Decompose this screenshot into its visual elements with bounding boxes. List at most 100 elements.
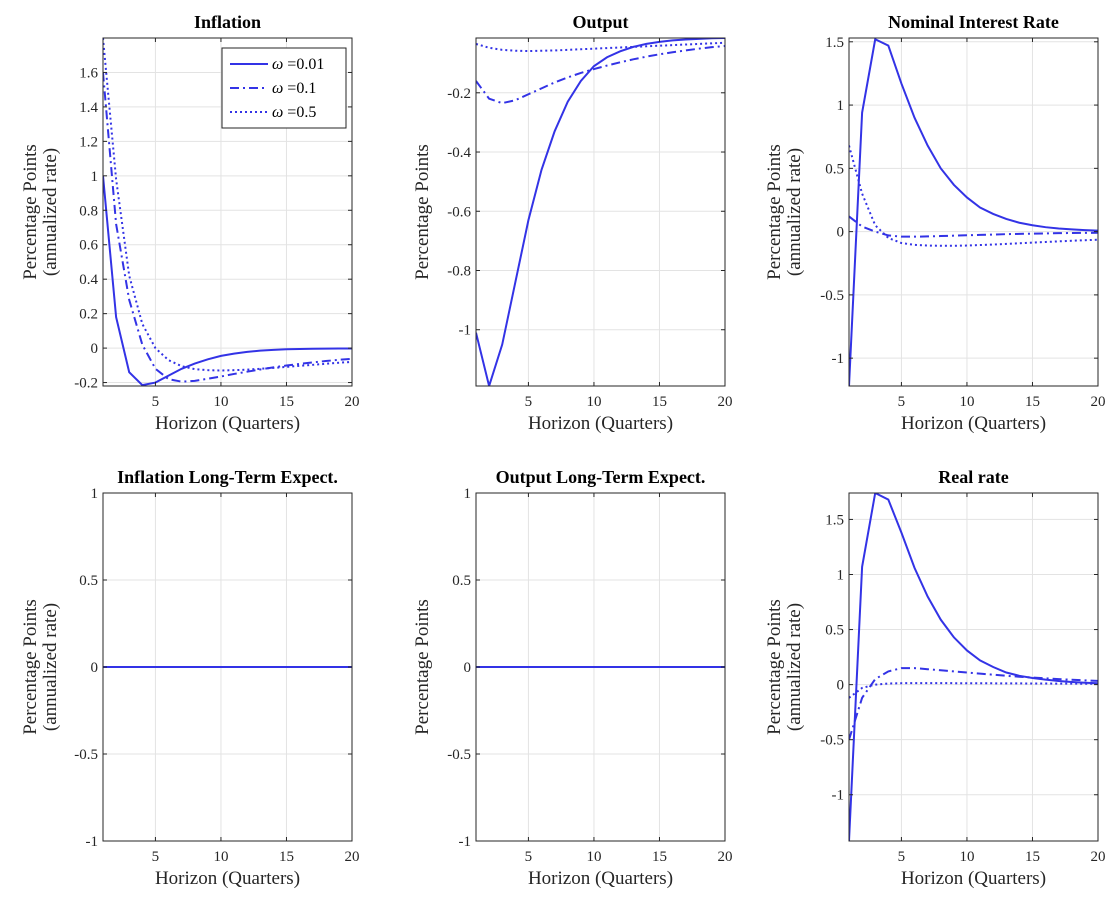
x-tick-label: 20 [1091,394,1106,410]
panel-title: Inflation [194,12,261,32]
y-tick-label: 0.5 [452,573,471,589]
y-tick-label: 1.4 [79,100,98,116]
y-tick-label: 0 [837,225,845,241]
series-line-solid [103,175,352,386]
x-tick-label: 15 [279,394,294,410]
y-axis-label: Percentage Points [764,599,785,735]
y-axis-label: Percentage Points [412,599,433,735]
legend: ω =0.01 ω =0.1 ω =0.5 [221,47,347,129]
panel-title: Real rate [938,467,1008,487]
x-tick-label: 5 [525,849,533,865]
y-axis-label: (annualized rate) [40,148,61,276]
series-line-dotted [849,682,1098,699]
y-axis-label: (annualized rate) [40,603,61,731]
y-tick-label: -0.4 [447,145,471,161]
x-tick-label: 15 [652,394,667,410]
series-line-dotted [849,145,1098,247]
panel-title: Nominal Interest Rate [888,12,1059,32]
x-tick-label: 15 [652,849,667,865]
axes-box [102,37,353,387]
series-line-dashdot [476,45,725,105]
y-tick-label: -0.2 [447,86,471,102]
x-tick-label: 5 [152,849,160,865]
x-tick-label: 5 [152,394,160,410]
y-tick-label: -1 [459,834,472,850]
panel-title: Inflation Long-Term Expect. [117,467,338,487]
y-tick-label: 1 [464,486,472,502]
series-line-dashdot [103,72,352,383]
x-tick-label: 15 [1025,394,1040,410]
x-tick-label: 10 [586,849,601,865]
y-tick-label: 0.4 [79,272,98,288]
y-tick-label: -0.5 [820,288,844,304]
y-tick-label: 1.5 [825,512,844,528]
y-tick-label: 1 [91,169,99,185]
y-tick-label: -1 [832,351,845,367]
series-line-dashdot [849,215,1098,238]
x-tick-label: 10 [213,849,228,865]
y-tick-label: 0 [837,678,845,694]
y-axis-label: (annualized rate) [784,603,805,731]
series-line-solid [849,38,1098,386]
x-tick-label: 10 [959,394,974,410]
axes-box [848,492,1099,842]
x-axis-label: Horizon (Quarters) [901,413,1046,434]
y-tick-label: 0 [91,341,99,357]
panel-5: 5 10 15 20 -1 -0.5 0 0.5 1 Output Long-Term Expec… [412,467,733,889]
y-tick-label: -0.5 [74,747,98,763]
y-tick-label: -1 [86,834,99,850]
panel-3: 5 10 15 20 -1 -0.5 0 0.5 1 1.5 Nominal Interest Ra… [764,12,1106,434]
legend-box [221,47,347,129]
y-tick-label: -1 [459,323,472,339]
y-tick-label: 1.2 [79,134,98,150]
x-tick-label: 20 [718,849,733,865]
x-tick-label: 10 [959,849,974,865]
y-tick-label: 1.6 [79,65,98,81]
axes-box [475,37,726,387]
panel-1: 5 10 15 20 -0.2 0 0.2 0.4 0.6 0.8 1 1.2 1.4 1.6 Inflat… [20,12,360,434]
y-tick-label: 1 [91,486,99,502]
legend-entry: ω =0.01 [272,56,324,73]
y-axis-label: (annualized rate) [784,148,805,276]
x-axis-label: Horizon (Quarters) [528,413,673,434]
series-line-solid [476,38,725,386]
y-tick-label: -1 [832,788,845,804]
x-axis-label: Horizon (Quarters) [155,868,300,889]
x-tick-label: 15 [279,849,294,865]
y-tick-label: 0.5 [79,573,98,589]
y-tick-label: 0 [464,660,472,676]
legend-entry: ω =0.5 [272,104,316,121]
panel-4: 5 10 15 20 -1 -0.5 0 0.5 1 Inflation Long-Term Ex… [20,467,360,889]
y-tick-label: -0.5 [820,733,844,749]
y-tick-label: 0.5 [825,623,844,639]
axes-box [848,37,1099,387]
x-axis-label: Horizon (Quarters) [155,413,300,434]
panel-6: 5 10 15 20 -1 -0.5 0 0.5 1 1.5 Real rate Horizon (Q… [764,467,1106,889]
x-tick-label: 10 [586,394,601,410]
y-tick-label: 0.6 [79,238,98,254]
y-tick-label: 1.5 [825,35,844,51]
series-line-solid [849,493,1098,841]
x-tick-label: 20 [345,394,360,410]
x-tick-label: 20 [1091,849,1106,865]
x-tick-label: 5 [898,849,906,865]
y-tick-label: 1 [837,567,845,583]
x-tick-label: 15 [1025,849,1040,865]
series-line-dotted [103,38,352,372]
x-axis-label: Horizon (Quarters) [901,868,1046,889]
y-axis-label: Percentage Points [412,144,433,280]
y-tick-label: 0 [91,660,99,676]
series-line-dashdot [849,667,1098,740]
x-tick-label: 20 [345,849,360,865]
panel-title: Output [572,12,628,32]
legend-entry: ω =0.1 [272,80,316,97]
x-tick-label: 20 [718,394,733,410]
series-line-dotted [476,41,725,53]
panel-title: Output Long-Term Expect. [496,467,706,487]
y-tick-label: -0.2 [74,376,98,392]
y-tick-label: 1 [837,98,845,114]
y-axis-label: Percentage Points [20,144,41,280]
y-axis-label: Percentage Points [764,144,785,280]
x-tick-label: 5 [525,394,533,410]
